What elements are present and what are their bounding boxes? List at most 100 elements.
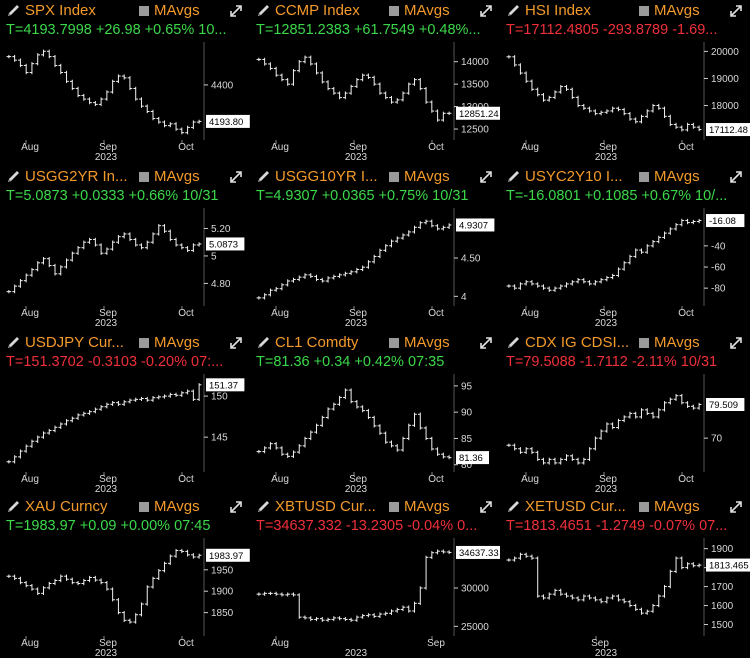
mavgs-checkbox[interactable] xyxy=(639,6,649,16)
price-chart[interactable]: 70 79.509 Aug Sep Oct 2023 xyxy=(502,372,750,494)
price-bar xyxy=(110,400,115,406)
expand-arrows-icon[interactable] xyxy=(728,3,744,19)
price-chart[interactable]: 1850 1900 1950 1983.97 Aug Sep Oct 2023 xyxy=(2,536,250,658)
price-chart[interactable]: 1250013000135001400012851.24AugSepOct202… xyxy=(252,40,500,162)
expand-arrows-icon[interactable] xyxy=(478,499,494,515)
pencil-icon[interactable] xyxy=(506,336,522,350)
price-chart[interactable]: -80 -60 -40 -16.08 Aug Sep Oct 2023 xyxy=(502,206,750,328)
mavgs-label[interactable]: MAvgs xyxy=(154,168,200,185)
mavgs-label[interactable]: MAvgs xyxy=(154,334,200,351)
mavgs-checkbox[interactable] xyxy=(389,6,399,16)
mavgs-label[interactable]: MAvgs xyxy=(154,2,200,19)
price-chart[interactable]: 4 4.50 4.9307 Aug Sep Oct 2023 xyxy=(252,206,500,328)
mavgs-label[interactable]: MAvgs xyxy=(404,2,450,19)
chart-panel[interactable]: CL1 Comdty MAvgs T=81.36 +0.34 +0.42% 07:3… xyxy=(252,332,500,494)
pencil-icon[interactable] xyxy=(6,336,22,350)
price-chart[interactable]: 25000 30000 34637.33 Aug Sep 2023 xyxy=(252,536,500,658)
panel-title[interactable]: USGG10YR I... xyxy=(275,168,378,185)
price-bar xyxy=(150,396,156,402)
mavgs-checkbox[interactable] xyxy=(639,172,649,182)
pencil-icon[interactable] xyxy=(256,4,272,18)
last-price-label: 1813.465 xyxy=(709,561,749,572)
mavgs-checkbox[interactable] xyxy=(139,338,149,348)
chart-panel[interactable]: CCMP Index MAvgs T=12851.2383 +61.7549 +0.… xyxy=(252,0,500,162)
chart-panel[interactable]: SPX Index MAvgs T=4193.7998 +26.98 +0.65% … xyxy=(2,0,250,162)
price-bar xyxy=(389,440,394,448)
expand-arrows-icon[interactable] xyxy=(478,3,494,19)
mavgs-label[interactable]: MAvgs xyxy=(154,498,200,515)
mavgs-checkbox[interactable] xyxy=(389,502,399,512)
mavgs-label[interactable]: MAvgs xyxy=(654,334,700,351)
mavgs-checkbox[interactable] xyxy=(139,502,149,512)
price-bar xyxy=(41,257,46,265)
panel-title[interactable]: CDX IG CDSI... xyxy=(525,334,630,351)
price-bar xyxy=(75,86,81,98)
pencil-icon[interactable] xyxy=(6,4,22,18)
expand-arrows-icon[interactable] xyxy=(478,169,494,185)
expand-arrows-icon[interactable] xyxy=(478,335,494,351)
pencil-icon[interactable] xyxy=(506,4,522,18)
price-chart[interactable]: 4.80 5 5.20 5.0873 Aug Sep Oct 2023 xyxy=(2,206,250,328)
panel-header: CCMP Index MAvgs xyxy=(252,0,500,22)
price-chart[interactable]: 18000 19000 20000 17112.48 Aug Sep Oct 2023 xyxy=(502,40,750,162)
panel-title[interactable]: USGG2YR In... xyxy=(25,168,128,185)
pencil-icon[interactable] xyxy=(256,500,272,514)
expand-arrows-icon[interactable] xyxy=(228,3,244,19)
pencil-icon[interactable] xyxy=(256,336,272,350)
panel-title[interactable]: HSI Index xyxy=(525,2,591,19)
price-bar xyxy=(285,279,291,287)
expand-arrows-icon[interactable] xyxy=(728,335,744,351)
panel-header: CL1 Comdty MAvgs xyxy=(252,332,500,354)
mavgs-checkbox[interactable] xyxy=(139,6,149,16)
last-price-label: 17112.48 xyxy=(709,125,748,136)
chart-panel[interactable]: USGG2YR In... MAvgs T=5.0873 +0.0333 +0.66… xyxy=(2,166,250,328)
pencil-icon[interactable] xyxy=(6,500,22,514)
mavgs-checkbox[interactable] xyxy=(639,338,649,348)
pencil-icon[interactable] xyxy=(256,170,272,184)
price-chart[interactable]: 80 85 90 95 81.36 Aug Sep Oct 2023 xyxy=(252,372,500,494)
chart-panel[interactable]: USYC2Y10 I... MAvgs T=-16.0801 +0.1085 +0.… xyxy=(502,166,750,328)
mavgs-label[interactable]: MAvgs xyxy=(654,168,700,185)
chart-panel[interactable]: USGG10YR I... MAvgs T=4.9307 +0.0365 +0.75… xyxy=(252,166,500,328)
chart-panel[interactable]: XETUSD Cur... MAvgs T=1813.4651 -1.2749 -0… xyxy=(502,496,750,658)
expand-arrows-icon[interactable] xyxy=(728,169,744,185)
chart-panel[interactable]: USDJPY Cur... MAvgs T=151.3702 -0.3103 -0.… xyxy=(2,332,250,494)
chart-panel[interactable]: XBTUSD Cur... MAvgs T=34637.332 -13.2305 -… xyxy=(252,496,500,658)
price-bar xyxy=(46,257,52,268)
mavgs-label[interactable]: MAvgs xyxy=(654,498,700,515)
pencil-icon[interactable] xyxy=(6,170,22,184)
mavgs-checkbox[interactable] xyxy=(639,502,649,512)
price-bar xyxy=(558,284,564,290)
price-bar xyxy=(581,278,587,284)
panel-title[interactable]: USYC2Y10 I... xyxy=(525,168,623,185)
mavgs-label[interactable]: MAvgs xyxy=(654,2,700,19)
panel-title[interactable]: USDJPY Cur... xyxy=(25,334,124,351)
mavgs-label[interactable]: MAvgs xyxy=(404,334,450,351)
price-bar xyxy=(366,260,371,269)
expand-arrows-icon[interactable] xyxy=(228,499,244,515)
mavgs-checkbox[interactable] xyxy=(389,338,399,348)
mavgs-label[interactable]: MAvgs xyxy=(404,168,450,185)
expand-arrows-icon[interactable] xyxy=(228,335,244,351)
pencil-icon[interactable] xyxy=(506,500,522,514)
price-bar xyxy=(535,450,541,462)
panel-title[interactable]: SPX Index xyxy=(25,2,96,19)
panel-title[interactable]: CL1 Comdty xyxy=(275,334,359,351)
expand-arrows-icon[interactable] xyxy=(728,499,744,515)
expand-arrows-icon[interactable] xyxy=(228,169,244,185)
mavgs-label[interactable]: MAvgs xyxy=(404,498,450,515)
price-bar xyxy=(616,267,621,278)
chart-panel[interactable]: XAU Curncy MAvgs T=1983.97 +0.09 +0.00% 07… xyxy=(2,496,250,658)
chart-panel[interactable]: HSI Index MAvgs T=17112.4805 -293.8789 -1.… xyxy=(502,0,750,162)
panel-title[interactable]: XETUSD Cur... xyxy=(525,498,626,515)
pencil-icon[interactable] xyxy=(506,170,522,184)
panel-title[interactable]: CCMP Index xyxy=(275,2,360,19)
panel-title[interactable]: XBTUSD Cur... xyxy=(275,498,376,515)
mavgs-checkbox[interactable] xyxy=(389,172,399,182)
chart-panel[interactable]: CDX IG CDSI... MAvgs T=79.5088 -1.7112 -2.… xyxy=(502,332,750,494)
panel-title[interactable]: XAU Curncy xyxy=(25,498,108,515)
mavgs-checkbox[interactable] xyxy=(139,172,149,182)
price-chart[interactable]: 4400 4193.80 Aug Sep Oct 2023 xyxy=(2,40,250,162)
